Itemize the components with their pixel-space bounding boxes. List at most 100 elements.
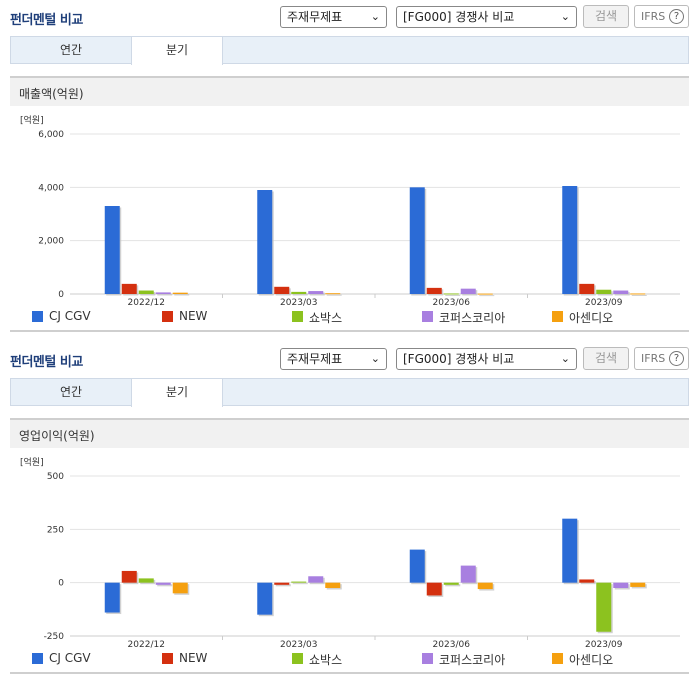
bar [443, 293, 459, 295]
help-icon: ? [669, 351, 684, 366]
bar [613, 290, 629, 294]
compare-group-value: [FG000] 경쟁사 비교 [403, 10, 515, 24]
legend-label: 쇼박스 [309, 311, 343, 325]
compare-group-select[interactable]: [FG000] 경쟁사 비교 ⌄ [396, 348, 577, 370]
legend-label: CJ CGV [49, 651, 91, 665]
bar [426, 287, 442, 294]
tab-annual[interactable]: 연간 [59, 43, 83, 57]
bar [596, 289, 612, 294]
section-title: 펀더멘털 비교 [10, 13, 83, 28]
chevron-down-icon: ⌄ [370, 352, 380, 365]
statement-type-value: 주재무제표 [287, 352, 343, 366]
bar [460, 288, 476, 294]
bar-shadow [445, 584, 461, 587]
revenue-chart: [억원] 6,000 4,000 2,000 0 2022/12 2023/03 2023/0… [0, 110, 696, 306]
statement-type-select[interactable]: 주재무제표 ⌄ [280, 348, 387, 370]
tab-annual[interactable]: 연간 [59, 385, 83, 399]
bar-shadow [445, 294, 461, 296]
legend-swatch [162, 653, 173, 664]
bar [562, 518, 578, 583]
metric-header: 매출액(억원) [10, 76, 689, 106]
legend-label: NEW [179, 309, 208, 323]
compare-group-select[interactable]: [FG000] 경쟁사 비교 ⌄ [396, 6, 577, 28]
y-tick-label: 2,000 [38, 237, 64, 247]
metric-title: 영업이익(억원) [19, 429, 95, 443]
bar-shadow [157, 293, 173, 296]
bar [409, 187, 425, 294]
bar-shadow [326, 294, 342, 296]
bar-shadow [174, 294, 190, 296]
fundamental-section-operating-income: 펀더멘털 비교 주재무제표 ⌄ [FG000] 경쟁사 비교 ⌄ 검색 IFRS… [0, 342, 696, 684]
section-title: 펀더멘털 비교 [10, 355, 83, 370]
y-tick-label: 4,000 [38, 183, 64, 193]
legend-label: CJ CGV [49, 309, 91, 323]
period-tabs: 연간 분기 [10, 36, 689, 65]
legend-label: 아센디오 [569, 311, 614, 325]
bar [274, 286, 290, 294]
bar [274, 582, 290, 585]
bar-shadow [275, 584, 291, 587]
bar-shadow [309, 292, 325, 296]
revenue-chart-svg: [억원] 6,000 4,000 2,000 0 2022/12 2023/03 2023/0… [20, 114, 680, 306]
x-tick-label: 2023/09 [585, 640, 623, 648]
legend-swatch [292, 311, 303, 322]
ifrs-label: IFRS [641, 352, 666, 365]
operating-income-chart-svg: [억원]500 250 0 -250 2022/12 2023/03 2023/06 2023… [20, 456, 680, 648]
x-tick-label: 2022/12 [128, 640, 165, 648]
bar-shadow [292, 293, 308, 296]
bar [172, 582, 188, 594]
y-tick-label: 0 [58, 579, 64, 589]
x-tick-label: 2023/03 [280, 298, 317, 306]
bar [155, 292, 171, 294]
y-tick-label: 6,000 [38, 130, 64, 140]
bar [172, 292, 188, 294]
ifrs-help-button[interactable]: IFRS ? [634, 5, 689, 28]
legend-swatch [162, 311, 173, 322]
bar [104, 206, 120, 294]
operating-income-chart: [억원] 500 250 0 -250 2022/12 2023/03 2023/06 2023… [0, 452, 696, 648]
x-tick-label: 2023/06 [433, 640, 471, 648]
ifrs-help-button[interactable]: IFRS ? [634, 347, 689, 370]
y-tick-label: 500 [47, 472, 64, 482]
x-tick-label: 2023/06 [433, 298, 471, 306]
section-divider [10, 330, 689, 332]
x-tick-label: 2022/12 [128, 298, 165, 306]
bar [104, 582, 120, 613]
legend-swatch [552, 311, 563, 322]
legend-label: 아센디오 [569, 653, 614, 667]
chart-legend: CJ CGV NEW 쇼박스 코퍼스코리아 아센디오 [0, 650, 696, 670]
bar [426, 582, 442, 596]
search-button[interactable]: 검색 [583, 5, 629, 28]
bar [325, 582, 341, 588]
y-tick-label: -250 [44, 632, 65, 642]
legend-label: 쇼박스 [309, 653, 343, 667]
bar-shadow [631, 294, 647, 296]
period-tabs: 연간 분기 [10, 378, 689, 407]
metric-header: 영업이익(억원) [10, 418, 689, 448]
chevron-down-icon: ⌄ [560, 10, 570, 23]
y-unit-label: [억원] [20, 456, 44, 468]
bar [308, 291, 324, 294]
bar [257, 190, 273, 294]
y-unit-label: [억원] [20, 114, 44, 126]
search-button[interactable]: 검색 [583, 347, 629, 370]
bar [291, 291, 307, 294]
legend-swatch [422, 311, 433, 322]
bar [562, 186, 578, 294]
bar [121, 283, 137, 294]
bar [325, 293, 341, 295]
bar [630, 582, 646, 587]
legend-label: NEW [179, 651, 208, 665]
legend-label: 코퍼스코리아 [439, 653, 506, 667]
legend-swatch [552, 653, 563, 664]
bar [409, 549, 425, 583]
x-tick-label: 2023/03 [280, 640, 317, 648]
tab-quarterly[interactable]: 분기 [131, 37, 223, 65]
chevron-down-icon: ⌄ [560, 352, 570, 365]
statement-type-select[interactable]: 주재무제표 ⌄ [280, 6, 387, 28]
legend-swatch [292, 653, 303, 664]
bar-shadow [479, 295, 495, 297]
bar [460, 565, 476, 583]
tab-quarterly[interactable]: 분기 [131, 379, 223, 407]
bar [121, 570, 137, 583]
